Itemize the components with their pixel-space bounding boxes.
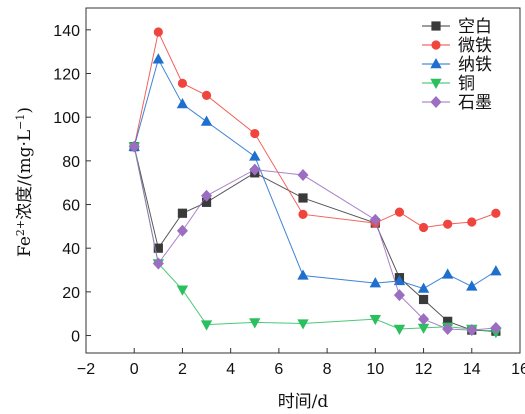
- data-point: [152, 53, 165, 64]
- legend-marker: [430, 57, 442, 69]
- legend-item: 纳铁: [422, 55, 492, 75]
- legend-item: 微铁: [422, 36, 492, 56]
- series-3: [128, 53, 502, 293]
- data-point: [369, 314, 382, 326]
- y-axis-title-sup: 2+: [14, 220, 27, 236]
- x-tick-label: 10: [366, 361, 384, 378]
- series-5: [128, 140, 502, 337]
- data-point: [153, 27, 163, 37]
- legend-label: 石墨: [458, 93, 492, 113]
- x-tick-label: 12: [415, 361, 433, 378]
- x-tick-label: 6: [274, 361, 283, 378]
- x-tick-label: 8: [323, 361, 332, 378]
- x-tick-label: 4: [226, 361, 235, 378]
- x-tick-label: 2: [178, 361, 187, 378]
- y-axis-title-base: Fe: [15, 236, 35, 257]
- series-line: [133, 146, 496, 333]
- legend-marker: [431, 21, 441, 31]
- data-point: [393, 289, 405, 302]
- data-point: [418, 222, 429, 233]
- y-axis-title-end: ): [15, 107, 35, 114]
- legend-marker: [431, 40, 441, 50]
- data-point: [394, 207, 405, 217]
- y-tick-label: 40: [62, 241, 80, 258]
- series-line: [133, 146, 496, 332]
- data-point: [466, 324, 478, 337]
- data-point: [490, 321, 502, 334]
- data-point: [297, 269, 309, 280]
- x-tick-label: 14: [463, 361, 481, 378]
- legend-item: 空白: [422, 17, 492, 37]
- y-tick-label: 80: [62, 154, 80, 171]
- data-point: [466, 280, 478, 291]
- data-point: [250, 128, 260, 139]
- legend-label: 纳铁: [458, 55, 492, 75]
- data-point: [249, 163, 261, 176]
- data-point: [128, 140, 140, 153]
- data-point: [249, 150, 261, 161]
- data-point: [418, 294, 429, 305]
- axis-ticks: −2 0 2 4 6 8 10 12 14 16 0 20 40 60 80 100 120 140: [53, 23, 525, 378]
- data-point: [152, 257, 164, 270]
- x-tick-label: 16: [511, 361, 525, 378]
- data-point: [441, 268, 454, 279]
- x-tick-label: 0: [130, 361, 139, 378]
- data-point: [177, 208, 188, 218]
- series-line: [133, 146, 496, 331]
- series-2: [129, 27, 501, 233]
- y-tick-label: 20: [62, 285, 80, 302]
- data-point: [393, 324, 406, 336]
- data-point: [369, 213, 381, 226]
- series-line: [133, 30, 497, 228]
- data-point: [467, 217, 477, 227]
- series-layer: [128, 27, 502, 339]
- data-point: [369, 277, 382, 288]
- data-point: [200, 320, 213, 331]
- data-point: [442, 322, 454, 335]
- plot-frame: [85, 7, 521, 354]
- series-1: [129, 142, 501, 336]
- data-point: [393, 274, 406, 286]
- legend-marker: [430, 96, 442, 108]
- data-point: [417, 323, 430, 334]
- legend-item: 铜: [422, 74, 475, 94]
- data-point: [176, 224, 188, 237]
- legend-label: 空白: [458, 17, 492, 37]
- data-point: [201, 90, 212, 100]
- data-point: [249, 318, 261, 329]
- y-tick-label: 60: [62, 198, 80, 215]
- y-tick-label: 120: [53, 67, 80, 84]
- x-tick-label: −2: [77, 361, 95, 378]
- legend-label: 微铁: [458, 36, 492, 56]
- data-point: [443, 219, 453, 229]
- data-point: [153, 243, 163, 253]
- y-axis-title: Fe2+浓度/(mg·L−1): [14, 107, 36, 257]
- series-line: [133, 57, 497, 290]
- data-point: [490, 265, 502, 276]
- y-axis-title-sup2: −1: [14, 114, 27, 130]
- legend-item: 石墨: [422, 93, 492, 113]
- x-axis-title: 时间/d: [278, 392, 329, 412]
- data-point: [177, 78, 188, 88]
- y-tick-label: 100: [53, 110, 80, 127]
- data-point: [176, 98, 189, 109]
- data-point: [297, 319, 309, 330]
- legend-label: 铜: [458, 74, 475, 94]
- data-point: [200, 115, 213, 126]
- data-point: [298, 193, 308, 203]
- y-tick-label: 140: [53, 23, 80, 40]
- y-axis-title-text: 浓度/(mg·L: [15, 130, 35, 220]
- data-point: [297, 169, 309, 182]
- data-point: [491, 208, 501, 218]
- legend-marker: [430, 78, 442, 90]
- data-point: [201, 189, 213, 202]
- series-4: [128, 142, 502, 339]
- data-point: [176, 285, 189, 296]
- data-point: [418, 313, 430, 326]
- y-tick-label: 0: [71, 329, 80, 346]
- data-point: [417, 282, 430, 293]
- data-point: [298, 209, 308, 219]
